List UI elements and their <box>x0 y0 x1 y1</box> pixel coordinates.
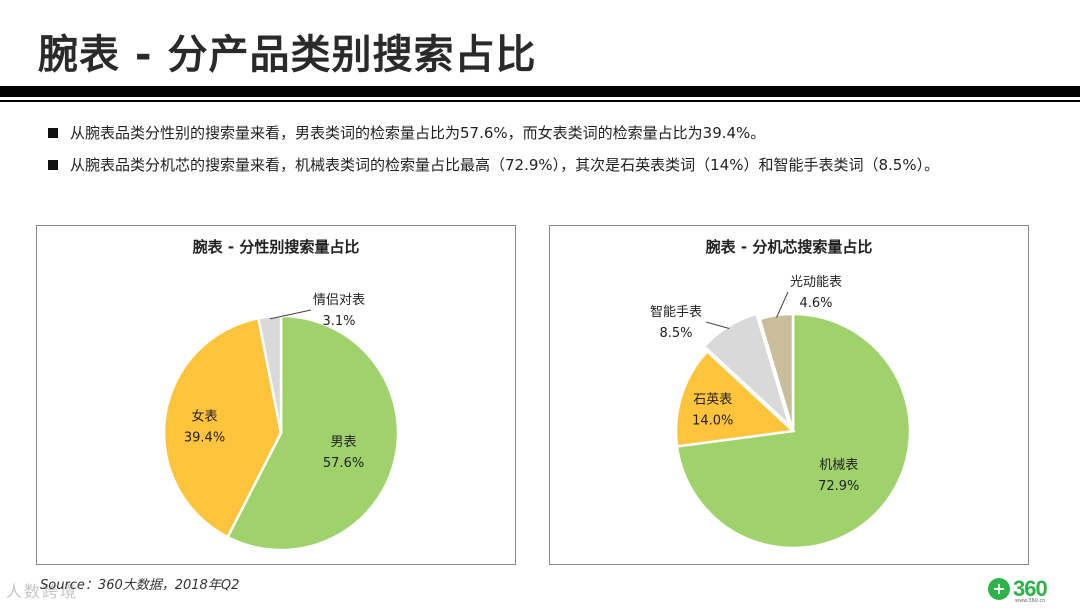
bullet-text: 从腕表品类分机芯的搜索量来看，机械表类词的检索量占比最高（72.9%），其次是石… <box>70 156 940 174</box>
movement-chart-panel: 腕表 - 分机芯搜索量占比 机械表 72.9% 石英表 14.0% 智能手表 8.5% 光动… <box>549 225 1029 565</box>
slice-label: 石英表 <box>693 392 732 407</box>
logo-url: www.360.cn <box>1015 598 1046 604</box>
leader-line <box>705 321 730 330</box>
slice-value-label: 4.6% <box>799 296 832 311</box>
slice-label: 光动能表 <box>790 275 842 290</box>
bullet-item: 从腕表品类分机芯的搜索量来看，机械表类词的检索量占比最高（72.9%），其次是石… <box>48 152 1048 178</box>
bullet-list: 从腕表品类分性别的搜索量来看，男表类词的检索量占比为57.6%，而女表类词的检索… <box>48 120 1048 184</box>
logo-plus-icon: + <box>988 578 1010 600</box>
bullet-square-icon <box>48 160 58 170</box>
pie-slice <box>225 314 400 552</box>
leader-line <box>269 309 312 320</box>
slice-label: 情侣对表 <box>313 293 365 308</box>
slice-value-label: 8.5% <box>659 326 692 341</box>
logo-360: + 360 www.360.cn <box>988 576 1074 604</box>
slice-label: 男表 <box>331 435 357 450</box>
slice-label: 机械表 <box>819 458 858 473</box>
pie-slice <box>758 312 795 432</box>
slice-value-label: 14.0% <box>692 413 733 428</box>
slice-value-label: 3.1% <box>322 314 355 329</box>
slice-value-label: 57.6% <box>323 456 364 471</box>
pie-slice <box>702 312 793 430</box>
page-title: 腕表 - 分产品类别搜索占比 <box>38 32 537 78</box>
bullet-item: 从腕表品类分性别的搜索量来看，男表类词的检索量占比为57.6%，而女表类词的检索… <box>48 120 1048 146</box>
gender-chart-panel: 腕表 - 分性别搜索量占比 男表 57.6% 女表 39.4% 情侣对表 3.1% <box>36 225 516 565</box>
leader-line <box>776 291 789 318</box>
title-rule-thick <box>0 86 1080 97</box>
pie-slice <box>674 349 796 448</box>
logo-text: 360 <box>1013 576 1048 601</box>
source-note: Source：360大数据，2018年Q2 <box>40 578 240 593</box>
chart-title: 腕表 - 分机芯搜索量占比 <box>705 238 873 256</box>
title-rule-thin <box>0 100 1080 102</box>
chart-title: 腕表 - 分性别搜索量占比 <box>192 238 360 256</box>
slice-value-label: 39.4% <box>184 430 225 445</box>
bullet-square-icon <box>48 128 58 138</box>
slice-value-label: 72.9% <box>818 479 859 494</box>
pie-slice <box>162 316 283 539</box>
slice-label: 女表 <box>192 408 218 424</box>
slice-label: 智能手表 <box>650 305 702 320</box>
bullet-text: 从腕表品类分性别的搜索量来看，男表类词的检索量占比为57.6%，而女表类词的检索… <box>70 124 766 142</box>
watermark: 人数跨境 <box>6 582 79 601</box>
movement-pie-chart: 机械表 72.9% 石英表 14.0% 智能手表 8.5% 光动能表 4.6% <box>650 275 912 550</box>
gender-pie-chart: 男表 57.6% 女表 39.4% 情侣对表 3.1% <box>162 293 400 552</box>
